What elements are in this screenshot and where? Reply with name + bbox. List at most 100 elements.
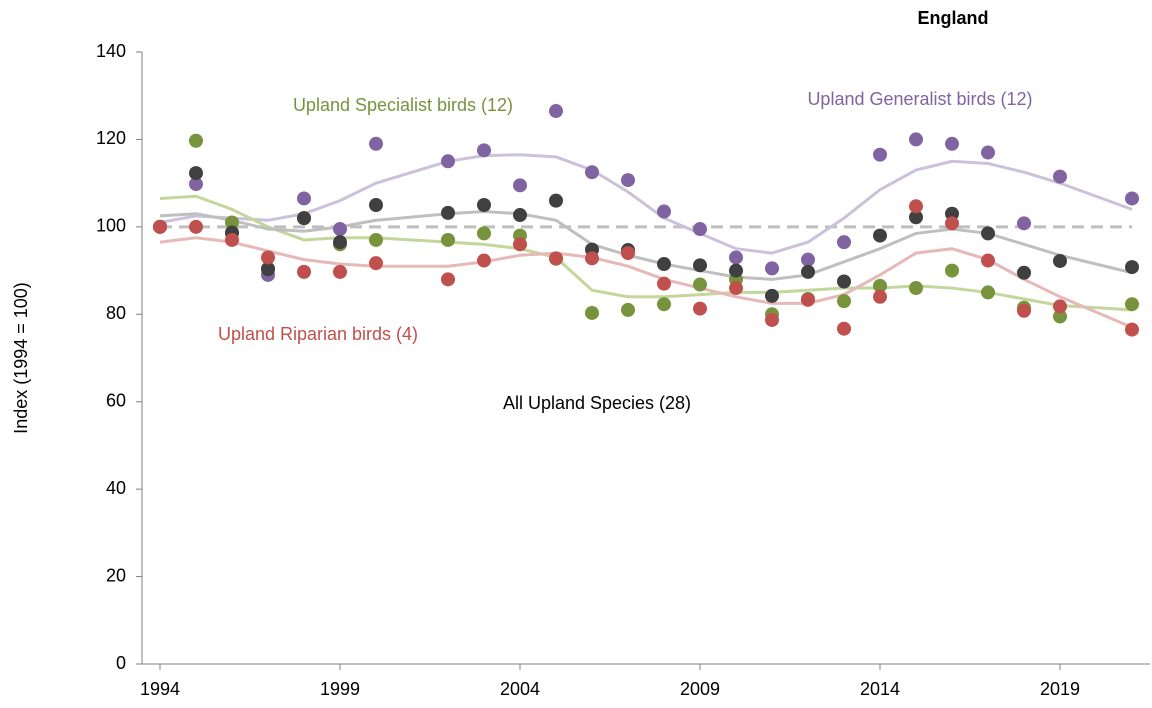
data-point xyxy=(189,133,203,148)
data-point xyxy=(1125,297,1139,312)
data-point xyxy=(477,253,491,268)
data-point xyxy=(441,272,455,287)
data-point xyxy=(369,136,383,151)
data-point xyxy=(801,264,815,279)
data-point xyxy=(585,251,599,266)
data-point xyxy=(765,261,779,276)
data-point xyxy=(153,219,167,234)
data-point xyxy=(369,232,383,247)
data-point xyxy=(621,246,635,261)
data-point xyxy=(873,147,887,162)
data-point xyxy=(1053,169,1067,184)
data-point xyxy=(945,206,959,221)
data-point xyxy=(333,222,347,237)
data-point xyxy=(657,204,671,219)
x-tick-label: 2009 xyxy=(680,679,720,699)
data-point xyxy=(981,145,995,160)
data-point xyxy=(621,302,635,317)
trend-line xyxy=(159,236,1133,329)
data-point xyxy=(729,263,743,278)
trend-line xyxy=(159,153,1133,255)
data-point xyxy=(585,305,599,320)
data-point xyxy=(513,208,527,223)
trend-line xyxy=(159,194,1133,312)
data-point xyxy=(549,251,563,266)
y-tick-label: 0 xyxy=(116,653,126,673)
data-point xyxy=(945,136,959,151)
data-point xyxy=(837,321,851,336)
data-point xyxy=(1017,303,1031,318)
data-point xyxy=(657,297,671,312)
data-point xyxy=(909,281,923,296)
series-label: Upland Riparian birds (4) xyxy=(218,324,418,344)
data-point xyxy=(621,173,635,188)
data-point xyxy=(837,235,851,250)
data-point xyxy=(1125,260,1139,275)
y-tick-label: 80 xyxy=(106,303,126,323)
data-point xyxy=(765,312,779,327)
data-point xyxy=(1053,309,1067,324)
series-label: All Upland Species (28) xyxy=(503,393,691,413)
data-point xyxy=(549,193,563,208)
series-label: Upland Specialist birds (12) xyxy=(293,95,513,115)
data-point xyxy=(981,226,995,241)
data-point xyxy=(729,281,743,296)
y-axis-label: Index (1994 = 100) xyxy=(11,282,31,434)
chart-title: England xyxy=(918,8,989,28)
data-point xyxy=(189,177,203,192)
data-point xyxy=(909,210,923,225)
data-point xyxy=(1053,299,1067,314)
data-point xyxy=(477,226,491,241)
data-point xyxy=(909,132,923,147)
data-point xyxy=(477,198,491,212)
data-point xyxy=(297,264,311,279)
data-point xyxy=(513,178,527,193)
data-point xyxy=(1017,216,1031,231)
data-point xyxy=(693,277,707,292)
data-point xyxy=(1125,322,1139,337)
data-point xyxy=(1017,265,1031,280)
y-tick-label: 40 xyxy=(106,478,126,498)
data-point xyxy=(873,289,887,304)
data-point xyxy=(729,250,743,265)
data-point xyxy=(333,235,347,250)
y-tick-label: 100 xyxy=(96,216,126,236)
y-tick-label: 60 xyxy=(106,390,126,410)
x-tick-label: 2014 xyxy=(860,679,900,699)
data-point xyxy=(477,143,491,158)
x-tick-label: 1994 xyxy=(140,679,180,699)
data-point xyxy=(873,278,887,293)
data-point xyxy=(369,256,383,271)
data-point xyxy=(837,294,851,309)
data-point xyxy=(297,191,311,206)
data-point xyxy=(225,215,239,230)
data-point xyxy=(1053,253,1067,268)
data-point xyxy=(441,154,455,169)
data-point xyxy=(657,257,671,272)
data-point xyxy=(297,211,311,226)
trend-line xyxy=(159,210,1133,281)
data-point xyxy=(909,199,923,214)
data-point xyxy=(765,288,779,303)
data-point xyxy=(585,165,599,180)
data-point xyxy=(333,264,347,279)
data-point xyxy=(801,292,815,307)
data-point xyxy=(693,301,707,316)
data-point xyxy=(369,198,383,212)
data-point xyxy=(189,166,203,181)
data-point xyxy=(441,232,455,247)
data-point xyxy=(693,258,707,273)
data-point xyxy=(513,237,527,252)
x-tick-label: 2019 xyxy=(1040,679,1080,699)
data-point xyxy=(549,104,563,119)
y-tick-label: 20 xyxy=(106,565,126,585)
data-point xyxy=(441,205,455,220)
data-point xyxy=(261,250,275,265)
x-tick-label: 2004 xyxy=(500,679,540,699)
data-point xyxy=(981,253,995,268)
x-tick-label: 1999 xyxy=(320,679,360,699)
data-point xyxy=(981,285,995,300)
data-point xyxy=(945,216,959,231)
data-point xyxy=(801,252,815,267)
